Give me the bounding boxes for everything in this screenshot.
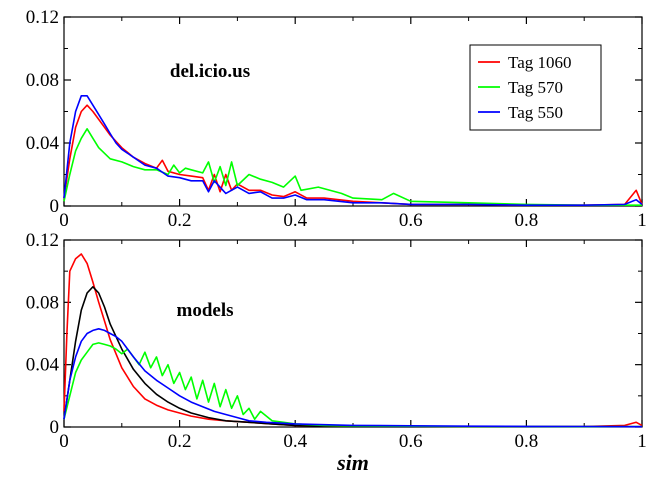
x-axis-label: sim: [336, 450, 369, 475]
y-tick-label: 0.12: [26, 230, 59, 251]
x-tick-label: 0: [59, 431, 69, 452]
bottom-plot-frame: [63, 239, 643, 428]
y-tick-label: 0.12: [26, 7, 59, 28]
x-tick-label: 0.4: [283, 431, 307, 452]
x-tick-label: 0.4: [283, 210, 307, 231]
y-tick-label: 0: [50, 196, 60, 217]
y-tick-label: 0.04: [26, 355, 60, 376]
y-tick-label: 0.04: [26, 133, 60, 154]
top-panel: 0 0.04 0.08 0.12 0 0.2 0.4 0.6 0.8 1 del.icio.us…: [26, 7, 647, 231]
legend-entry: Tag 570: [508, 78, 563, 97]
bottom-y-ticks: 0 0.04 0.08 0.12: [26, 230, 642, 438]
x-tick-label: 1: [637, 431, 647, 452]
top-panel-title: del.icio.us: [170, 61, 250, 82]
series-line-series-1: [63, 285, 642, 428]
x-tick-label: 0.6: [399, 431, 423, 452]
bottom-x-ticks: 0 0.2 0.4 0.6 0.8 1: [59, 240, 647, 452]
y-tick-label: 0: [50, 417, 60, 438]
x-tick-label: 0.8: [515, 210, 539, 231]
top-series-group: [63, 95, 643, 206]
series-line-tag-570: [63, 128, 642, 206]
y-tick-label: 0.08: [26, 292, 59, 313]
legend-entry: Tag 550: [508, 103, 563, 122]
series-line-series-2: [63, 342, 642, 428]
legend-entry: Tag 1060: [508, 53, 572, 72]
x-tick-label: 1: [637, 210, 647, 231]
x-tick-label: 0.2: [168, 210, 192, 231]
bottom-panel-title: models: [177, 300, 234, 321]
x-tick-label: 0.8: [515, 431, 539, 452]
top-y-ticks: 0 0.04 0.08 0.12: [26, 7, 642, 217]
x-tick-label: 0: [59, 210, 69, 231]
top-x-ticks: 0 0.2 0.4 0.6 0.8 1: [59, 17, 647, 231]
x-tick-label: 0.2: [168, 431, 192, 452]
legend: Tag 1060 Tag 570 Tag 550: [469, 44, 602, 131]
bottom-series-group: [63, 253, 643, 428]
bottom-panel: 0 0.04 0.08 0.12 0 0.2 0.4 0.6 0.8 1 models sim: [26, 230, 647, 475]
series-line-series-3: [63, 327, 643, 428]
series-line-tag-550: [63, 95, 643, 206]
y-tick-label: 0.08: [26, 70, 59, 91]
x-tick-label: 0.6: [399, 210, 423, 231]
series-line-series-0: [63, 253, 643, 428]
